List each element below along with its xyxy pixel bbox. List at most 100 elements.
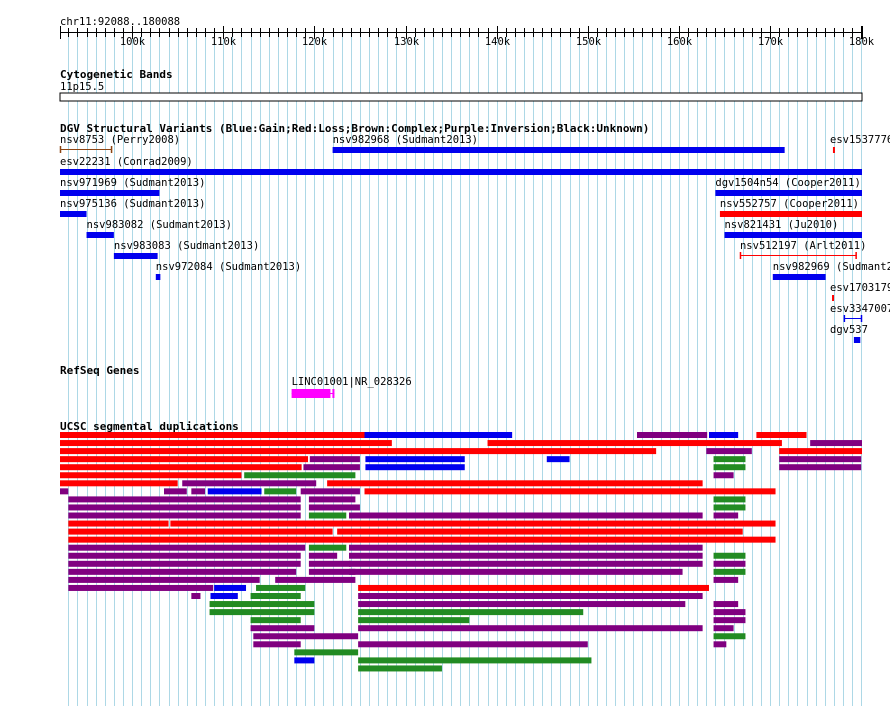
segdup-feature[interactable]: [709, 432, 739, 438]
segdup-feature[interactable]: [309, 456, 360, 463]
segdup-feature[interactable]: [60, 480, 178, 487]
segdup-feature[interactable]: [170, 520, 776, 527]
segdup-feature[interactable]: [713, 576, 739, 583]
segdup-feature[interactable]: [358, 657, 592, 664]
segdup-feature[interactable]: [68, 584, 214, 591]
segdup-feature[interactable]: [68, 512, 301, 519]
segdup-feature[interactable]: [68, 560, 301, 567]
dgv-feature[interactable]: [724, 232, 862, 238]
segdup-feature[interactable]: [182, 480, 317, 487]
segdup-feature[interactable]: [364, 432, 513, 438]
segdup-feature[interactable]: [253, 633, 359, 640]
segdup-feature[interactable]: [308, 552, 338, 559]
segdup-feature[interactable]: [294, 657, 315, 664]
dgv-feature[interactable]: [155, 274, 161, 280]
segdup-feature[interactable]: [68, 576, 260, 583]
segdup-feature[interactable]: [713, 512, 739, 519]
segdup-feature[interactable]: [68, 520, 169, 527]
segdup-feature[interactable]: [209, 601, 315, 608]
segdup-feature[interactable]: [358, 665, 442, 672]
segdup-feature[interactable]: [358, 625, 703, 632]
segdup-feature[interactable]: [308, 504, 360, 511]
segdup-feature[interactable]: [364, 488, 776, 495]
segdup-feature[interactable]: [713, 568, 746, 575]
dgv-feature[interactable]: [715, 190, 862, 196]
dgv-feature[interactable]: [739, 252, 857, 259]
dgv-feature[interactable]: [113, 253, 158, 259]
segdup-feature[interactable]: [250, 617, 301, 624]
segdup-feature[interactable]: [308, 512, 347, 519]
segdup-feature[interactable]: [637, 432, 708, 438]
dgv-feature[interactable]: [843, 315, 863, 322]
segdup-feature[interactable]: [713, 625, 734, 632]
segdup-feature[interactable]: [756, 432, 807, 438]
segdup-feature[interactable]: [60, 464, 302, 471]
segdup-feature[interactable]: [214, 584, 247, 591]
segdup-feature[interactable]: [191, 488, 206, 495]
segdup-feature[interactable]: [68, 568, 297, 575]
segdup-feature[interactable]: [308, 560, 351, 567]
segdup-feature[interactable]: [308, 568, 356, 575]
segdup-feature[interactable]: [358, 641, 588, 648]
segdup-feature[interactable]: [68, 528, 333, 535]
dgv-feature[interactable]: [60, 190, 160, 196]
segdup-feature[interactable]: [308, 544, 347, 551]
segdup-feature[interactable]: [60, 432, 365, 438]
segdup-feature[interactable]: [713, 617, 746, 624]
segdup-feature[interactable]: [164, 488, 187, 495]
segdup-feature[interactable]: [779, 448, 862, 455]
segdup-feature[interactable]: [349, 512, 703, 519]
segdup-feature[interactable]: [209, 609, 315, 616]
cytoband-bar[interactable]: [59, 92, 863, 102]
segdup-feature[interactable]: [327, 480, 703, 487]
segdup-feature[interactable]: [546, 456, 570, 463]
dgv-feature[interactable]: [719, 211, 862, 217]
segdup-feature[interactable]: [358, 609, 584, 616]
segdup-feature[interactable]: [779, 464, 862, 471]
segdup-feature[interactable]: [210, 593, 238, 599]
segdup-feature[interactable]: [68, 544, 306, 551]
segdup-feature[interactable]: [60, 440, 392, 447]
segdup-feature[interactable]: [713, 504, 746, 511]
segdup-feature[interactable]: [358, 601, 686, 608]
segdup-feature[interactable]: [713, 633, 746, 640]
segdup-feature[interactable]: [706, 448, 752, 455]
segdup-feature[interactable]: [264, 488, 297, 495]
segdup-feature[interactable]: [300, 488, 360, 495]
segdup-feature[interactable]: [207, 488, 262, 495]
segdup-feature[interactable]: [60, 472, 242, 479]
segdup-feature[interactable]: [349, 552, 703, 559]
dgv-feature[interactable]: [832, 295, 835, 301]
segdup-feature[interactable]: [358, 584, 710, 591]
segdup-feature[interactable]: [303, 464, 360, 471]
gene-model[interactable]: [291, 389, 335, 398]
segdup-feature[interactable]: [60, 488, 69, 495]
segdup-feature[interactable]: [713, 552, 746, 559]
dgv-feature[interactable]: [772, 274, 826, 280]
segdup-feature[interactable]: [349, 560, 703, 567]
segdup-feature[interactable]: [713, 496, 746, 503]
segdup-feature[interactable]: [365, 464, 465, 471]
dgv-feature[interactable]: [59, 146, 113, 153]
segdup-feature[interactable]: [250, 593, 301, 599]
segdup-feature[interactable]: [713, 464, 746, 471]
segdup-feature[interactable]: [358, 617, 470, 624]
dgv-feature[interactable]: [86, 232, 114, 238]
dgv-feature[interactable]: [60, 211, 87, 217]
segdup-feature[interactable]: [713, 609, 746, 616]
segdup-feature[interactable]: [253, 641, 301, 648]
segdup-feature[interactable]: [256, 584, 306, 591]
segdup-feature[interactable]: [713, 601, 739, 608]
segdup-feature[interactable]: [810, 440, 862, 447]
segdup-feature[interactable]: [68, 496, 301, 503]
segdup-feature[interactable]: [337, 528, 743, 535]
segdup-feature[interactable]: [60, 448, 657, 455]
segdup-feature[interactable]: [294, 649, 359, 656]
segdup-feature[interactable]: [68, 552, 301, 559]
segdup-feature[interactable]: [713, 472, 734, 479]
segdup-feature[interactable]: [308, 496, 356, 503]
dgv-feature[interactable]: [853, 337, 861, 343]
segdup-feature[interactable]: [349, 568, 683, 575]
segdup-feature[interactable]: [713, 641, 727, 648]
segdup-feature[interactable]: [68, 504, 301, 511]
